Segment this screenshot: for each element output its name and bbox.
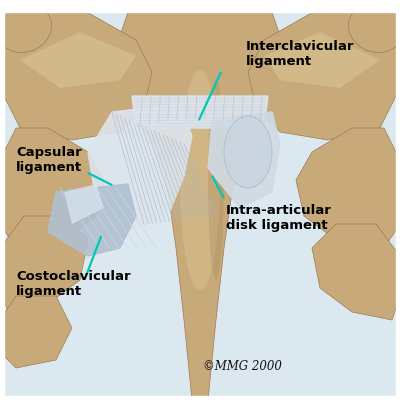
Polygon shape <box>48 184 136 256</box>
Text: Interclavicular
ligament: Interclavicular ligament <box>246 40 354 68</box>
Polygon shape <box>112 0 288 400</box>
Bar <box>396 0 400 400</box>
Ellipse shape <box>0 4 52 52</box>
Text: Intra-articular
disk ligament: Intra-articular disk ligament <box>226 204 332 232</box>
Polygon shape <box>0 128 104 248</box>
Polygon shape <box>264 32 380 88</box>
Ellipse shape <box>348 4 400 52</box>
Bar <box>0 0 4 400</box>
Bar <box>0 0 400 12</box>
Polygon shape <box>312 224 400 320</box>
Polygon shape <box>0 0 152 140</box>
Text: ©MMG 2000: ©MMG 2000 <box>202 360 282 372</box>
Bar <box>0 396 400 400</box>
Polygon shape <box>132 96 268 128</box>
Text: Capsular
ligament: Capsular ligament <box>16 146 82 174</box>
Polygon shape <box>0 216 88 312</box>
Polygon shape <box>20 32 136 88</box>
Ellipse shape <box>180 70 220 290</box>
Polygon shape <box>248 0 400 140</box>
Text: Costoclavicular
ligament: Costoclavicular ligament <box>16 270 131 298</box>
Polygon shape <box>88 104 192 232</box>
Polygon shape <box>64 184 104 224</box>
Polygon shape <box>296 128 400 248</box>
Ellipse shape <box>208 80 224 280</box>
Polygon shape <box>0 296 72 368</box>
Ellipse shape <box>224 116 272 188</box>
Polygon shape <box>208 112 280 208</box>
